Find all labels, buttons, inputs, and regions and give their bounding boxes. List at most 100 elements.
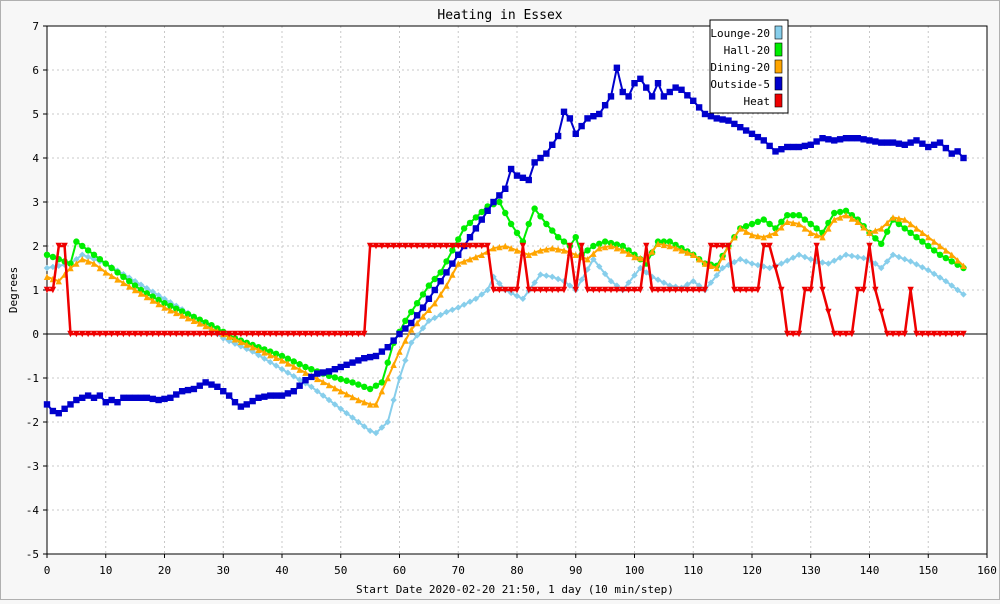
data-point [543, 150, 550, 157]
data-point [67, 401, 74, 408]
data-point [443, 242, 450, 250]
data-point [178, 308, 186, 315]
data-point [607, 93, 615, 100]
data-point [413, 319, 421, 327]
data-point [472, 253, 480, 261]
data-point [390, 396, 397, 404]
data-point [390, 242, 397, 250]
x-tick-label: 140 [860, 564, 880, 577]
data-point [296, 376, 303, 383]
data-point [478, 208, 485, 216]
data-point [801, 142, 809, 150]
data-point [120, 279, 127, 287]
data-point [208, 325, 215, 332]
data-point [114, 269, 121, 276]
data-point [272, 362, 280, 369]
data-point [319, 330, 327, 338]
data-point [707, 279, 715, 286]
legend-swatch [774, 42, 783, 57]
data-point [84, 392, 92, 399]
data-point [654, 276, 662, 283]
data-point [930, 270, 938, 278]
y-tick-label: -2 [26, 416, 39, 429]
data-point [337, 363, 344, 371]
data-point [466, 234, 474, 241]
data-point [331, 384, 339, 392]
data-point [907, 258, 914, 265]
data-point [549, 141, 556, 148]
data-point [766, 242, 773, 250]
data-point [531, 286, 538, 294]
legend-label: Dining-20 [710, 61, 770, 74]
data-point [960, 154, 967, 162]
data-point [120, 394, 127, 401]
data-point [648, 286, 656, 294]
data-point [525, 176, 532, 184]
data-point [954, 257, 961, 264]
data-point [619, 88, 626, 96]
data-point [854, 135, 861, 142]
x-tick-label: 100 [625, 564, 645, 577]
data-point [413, 242, 421, 250]
data-point [455, 236, 462, 243]
y-tick-label: -5 [26, 548, 39, 561]
series-heat [43, 242, 967, 338]
data-point [190, 385, 198, 393]
data-point [813, 242, 820, 250]
data-point [754, 286, 762, 294]
data-point [519, 242, 527, 250]
data-point [643, 242, 650, 250]
data-point [231, 399, 239, 406]
data-point [425, 306, 433, 313]
data-point [419, 291, 427, 298]
data-point [290, 388, 297, 395]
legend-swatch [774, 59, 783, 74]
data-point [789, 143, 797, 151]
data-point [748, 260, 756, 267]
data-point [431, 242, 438, 250]
data-point [255, 346, 262, 354]
data-point [737, 256, 744, 263]
data-point [496, 280, 503, 287]
data-point [102, 330, 109, 338]
data-point [572, 234, 579, 241]
data-point [443, 258, 450, 265]
data-point [578, 276, 585, 283]
data-point [813, 138, 820, 145]
data-point [543, 246, 550, 253]
data-point [690, 251, 697, 258]
data-point [419, 313, 427, 320]
data-point [149, 297, 156, 304]
data-point [143, 394, 151, 401]
data-point [73, 260, 80, 267]
data-point [131, 278, 139, 285]
data-point [666, 88, 673, 96]
data-point [502, 185, 509, 192]
data-point [131, 282, 139, 289]
data-point [607, 286, 615, 294]
data-point [413, 332, 421, 339]
data-point [625, 279, 632, 286]
data-point [108, 264, 115, 272]
x-tick-label: 110 [683, 564, 703, 577]
data-point [596, 245, 603, 252]
data-point [789, 212, 797, 219]
data-point [343, 330, 350, 338]
data-point [296, 382, 303, 389]
data-point [525, 220, 532, 228]
data-point [907, 139, 914, 146]
data-point [554, 132, 562, 140]
data-point [90, 260, 98, 267]
data-point [613, 286, 621, 294]
data-point [766, 264, 773, 272]
data-point [419, 324, 427, 332]
data-point [314, 388, 321, 395]
data-point [543, 286, 550, 294]
data-point [296, 330, 303, 338]
data-point [460, 301, 468, 308]
data-point [408, 308, 415, 316]
data-point [525, 251, 532, 258]
y-tick-label: 6 [32, 64, 39, 77]
data-point [496, 198, 503, 206]
data-point [455, 260, 462, 267]
